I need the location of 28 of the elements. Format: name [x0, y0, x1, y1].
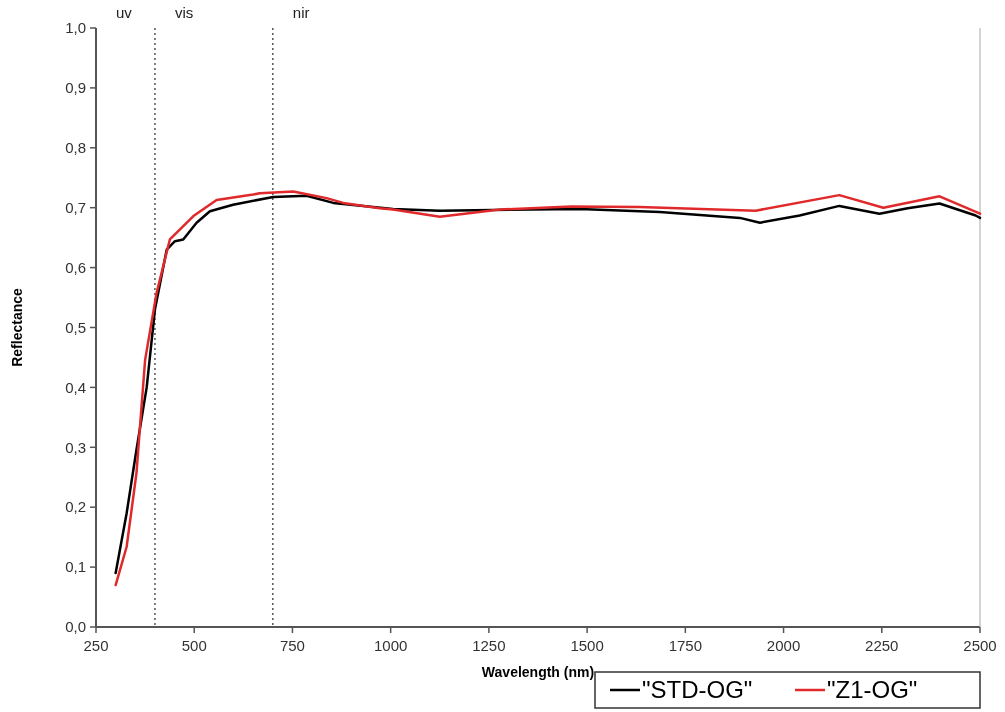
y-tick-label: 0,9 — [65, 79, 86, 97]
y-tick-label: 0,7 — [65, 198, 86, 216]
y-tick-label: 0,4 — [65, 378, 86, 396]
x-tick-label: 1250 — [472, 637, 506, 654]
x-tick-label: 2000 — [766, 637, 801, 654]
x-tick-label: 2250 — [865, 637, 899, 654]
x-tick-label: 500 — [181, 637, 207, 654]
legend-label: "Z1-OG" — [827, 676, 918, 704]
y-tick-label: 0,1 — [65, 558, 86, 576]
x-tick-label: 1500 — [570, 637, 604, 654]
y-tick-label: 1,0 — [65, 19, 86, 37]
y-tick-label: 0,2 — [65, 498, 86, 516]
legend-label: "STD-OG" — [642, 676, 753, 704]
x-tick-label: 2500 — [963, 637, 997, 654]
y-tick-label: 0,5 — [65, 318, 86, 336]
text: nir — [292, 4, 310, 21]
text: uv — [116, 4, 133, 21]
y-tick-label: 0,3 — [65, 438, 86, 456]
y-tick-label: 0,6 — [65, 258, 86, 276]
y-tick-label: 0,8 — [65, 139, 86, 157]
text: vis — [174, 4, 194, 21]
x-tick-label: 750 — [279, 637, 305, 654]
x-tick-label: 250 — [83, 637, 109, 654]
x-tick-label: 1000 — [373, 637, 408, 654]
y-tick-label: 0,0 — [65, 618, 86, 636]
x-tick-label: 1750 — [668, 637, 703, 654]
x-axis-title: Wavelength (nm) — [481, 664, 595, 680]
y-axis-title: Reflectance — [9, 287, 25, 367]
